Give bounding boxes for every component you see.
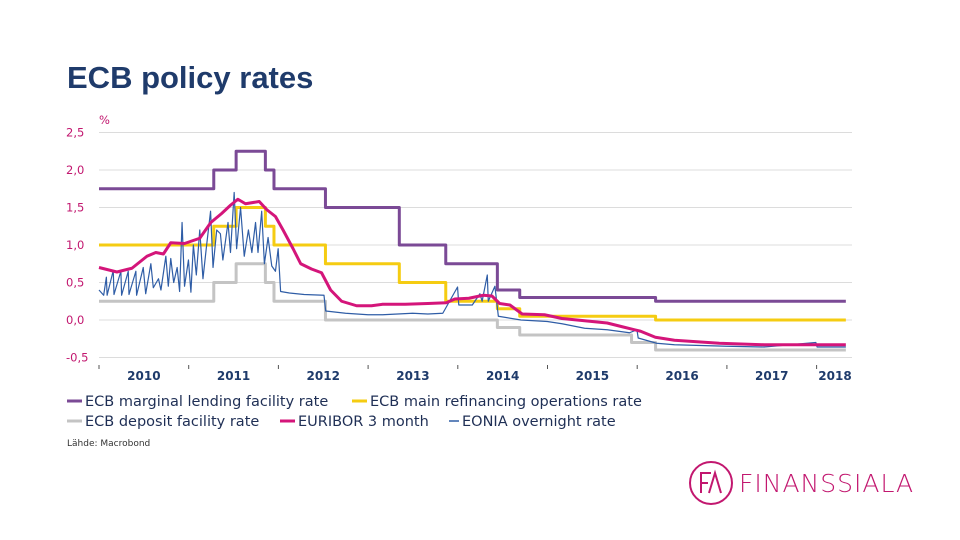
finanssiala-logo: FINANSSIALA (687, 459, 917, 509)
legend-label: EURIBOR 3 month (298, 414, 429, 430)
y-tick-label: 0,5 (66, 276, 84, 290)
legend-label: ECB main refinancing operations rate (370, 394, 642, 410)
legend-label: EONIA overnight rate (462, 414, 616, 430)
y-axis-unit: % (99, 113, 110, 127)
series-line-0 (99, 149, 846, 303)
x-tick-label: 2017 (755, 369, 788, 383)
x-tick-label: 2011 (217, 369, 250, 383)
series-line-4 (98, 191, 846, 348)
legend-label: ECB deposit facility rate (85, 414, 259, 430)
x-tick-label: 2010 (127, 369, 160, 383)
logo-text: FINANSSIALA (739, 469, 915, 498)
series-line-2 (99, 262, 846, 352)
x-tick-label: 2013 (396, 369, 429, 383)
y-tick-label: 1,0 (66, 238, 84, 252)
x-tick-label: 2016 (665, 369, 698, 383)
x-tick-label: 2018 (818, 369, 851, 383)
series-line-3 (98, 197, 846, 347)
x-tick-label: 2014 (486, 369, 519, 383)
legend-label: ECB marginal lending facility rate (85, 394, 328, 410)
fa-logo-mark-icon (689, 461, 733, 505)
y-tick-label: -0,5 (66, 351, 88, 365)
y-tick-label: 1,5 (66, 201, 84, 215)
y-tick-label: 2,5 (66, 126, 84, 140)
x-tick-label: 2015 (576, 369, 609, 383)
page-title: ECB policy rates (67, 60, 314, 95)
source-note: Lähde: Macrobond (67, 439, 150, 449)
y-tick-label: 2,0 (66, 163, 84, 177)
x-tick-label: 2012 (307, 369, 340, 383)
y-tick-label: 0,0 (66, 313, 84, 327)
